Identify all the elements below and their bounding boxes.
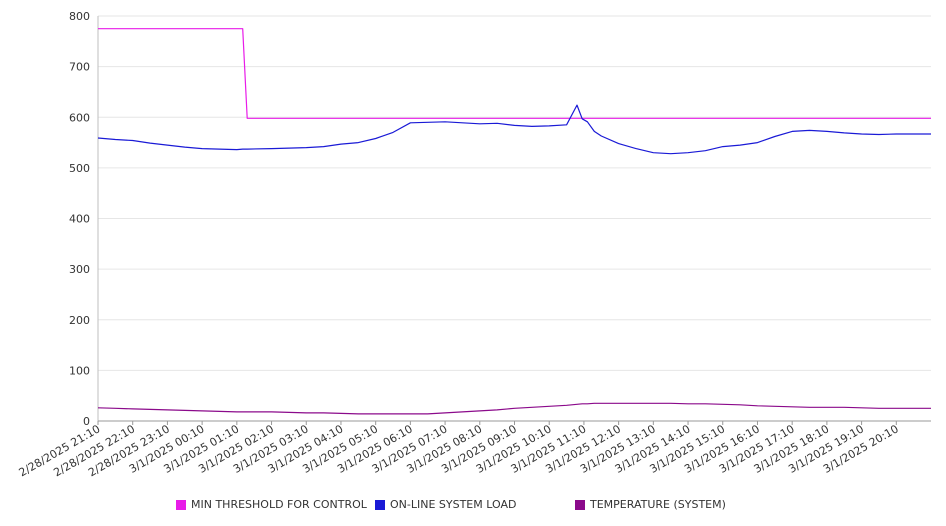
series-line-0 bbox=[98, 28, 931, 119]
legend-swatch-temperature bbox=[575, 499, 585, 510]
series-lines bbox=[97, 28, 931, 415]
y-tick-label: 400 bbox=[69, 213, 90, 226]
legend-swatch-min-threshold bbox=[176, 499, 186, 510]
y-tick-label: 500 bbox=[69, 162, 90, 175]
legend-label-min-threshold: MIN THRESHOLD FOR CONTROL bbox=[191, 498, 367, 511]
y-tick-label: 300 bbox=[69, 263, 90, 276]
y-tick-label: 600 bbox=[69, 111, 90, 124]
legend-item-online-load[interactable]: ON-LINE SYSTEM LOAD bbox=[375, 498, 516, 511]
y-tick-label: 700 bbox=[69, 61, 90, 74]
legend-item-min-threshold[interactable]: MIN THRESHOLD FOR CONTROL bbox=[176, 498, 367, 511]
legend-item-temperature[interactable]: TEMPERATURE (SYSTEM) bbox=[575, 498, 726, 511]
legend-label-temperature: TEMPERATURE (SYSTEM) bbox=[590, 498, 726, 511]
legend-swatch-online-load bbox=[375, 499, 385, 510]
y-tick-label: 800 bbox=[69, 10, 90, 23]
y-tick-label: 100 bbox=[69, 364, 90, 377]
series-line-1 bbox=[97, 104, 931, 155]
legend-label-online-load: ON-LINE SYSTEM LOAD bbox=[390, 498, 517, 511]
y-axis: 0 100 200 300 400 500 600 700 800 bbox=[69, 10, 99, 428]
x-axis: 2/28/2025 21:102/28/2025 22:102/28/2025 … bbox=[17, 420, 931, 479]
y-tick-label: 200 bbox=[69, 314, 90, 327]
y-tick-label: 0 bbox=[83, 415, 90, 428]
series-line-2 bbox=[97, 402, 931, 415]
legend: MIN THRESHOLD FOR CONTROL ON-LINE SYSTEM… bbox=[0, 498, 946, 518]
gridlines bbox=[98, 15, 931, 371]
